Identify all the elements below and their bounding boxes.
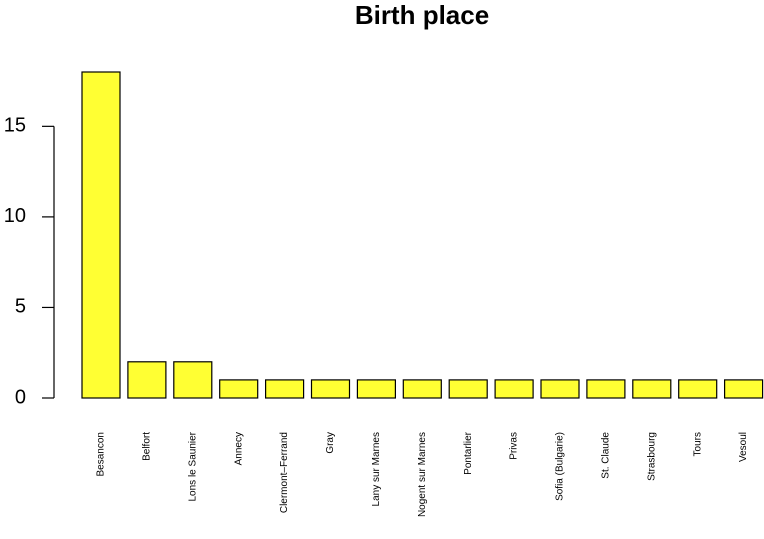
bar-9	[494, 379, 534, 399]
x-tick-label-12: Strasbourg	[646, 432, 657, 481]
bar-7	[402, 379, 442, 399]
bar-12	[632, 379, 672, 399]
bar-14	[723, 379, 764, 399]
x-tick-label-7: Nogent sur Marnes	[417, 432, 428, 517]
x-tick-label-10: Sofia (Bulgarie)	[555, 432, 566, 501]
x-tick-label-8: Pontarlier	[463, 431, 474, 474]
bar-0	[81, 71, 121, 399]
bar-8	[448, 379, 488, 399]
y-tick-label-0: 0	[15, 386, 26, 408]
x-tick-label-9: Privas	[509, 432, 520, 460]
bar-2	[173, 361, 213, 399]
x-tick-label-11: St. Claude	[601, 432, 612, 479]
x-tick-label-6: Lany sur Marnes	[371, 432, 382, 506]
bar-4	[265, 379, 305, 399]
y-axis: 0 5 10 15	[4, 115, 55, 408]
bar-3	[219, 379, 259, 399]
x-tick-label-0: Besancon	[96, 432, 107, 476]
y-tick-label-1: 5	[15, 296, 26, 318]
y-tick-label-2: 10	[4, 205, 26, 227]
x-tick-label-13: Tours	[692, 432, 703, 456]
x-axis-labels: Besancon Belfort Lons le Saunier Annecy Cler…	[96, 431, 750, 517]
x-tick-label-4: Clermont–Ferrand	[279, 432, 290, 513]
chart-title: Birth place	[354, 0, 490, 30]
x-tick-label-5: Gray	[325, 432, 336, 454]
bars-group	[81, 71, 764, 399]
bar-13	[678, 379, 718, 399]
bar-6	[356, 379, 396, 399]
bar-1	[127, 361, 167, 399]
x-tick-label-1: Belfort	[142, 432, 153, 461]
x-tick-label-2: Lons le Saunier	[187, 431, 198, 501]
x-tick-label-14: Vesoul	[738, 432, 749, 462]
x-tick-label-3: Annecy	[233, 432, 244, 465]
bar-5	[310, 379, 351, 399]
bar-10	[540, 379, 580, 399]
y-tick-label-3: 15	[4, 115, 26, 137]
bar-11	[586, 379, 626, 399]
